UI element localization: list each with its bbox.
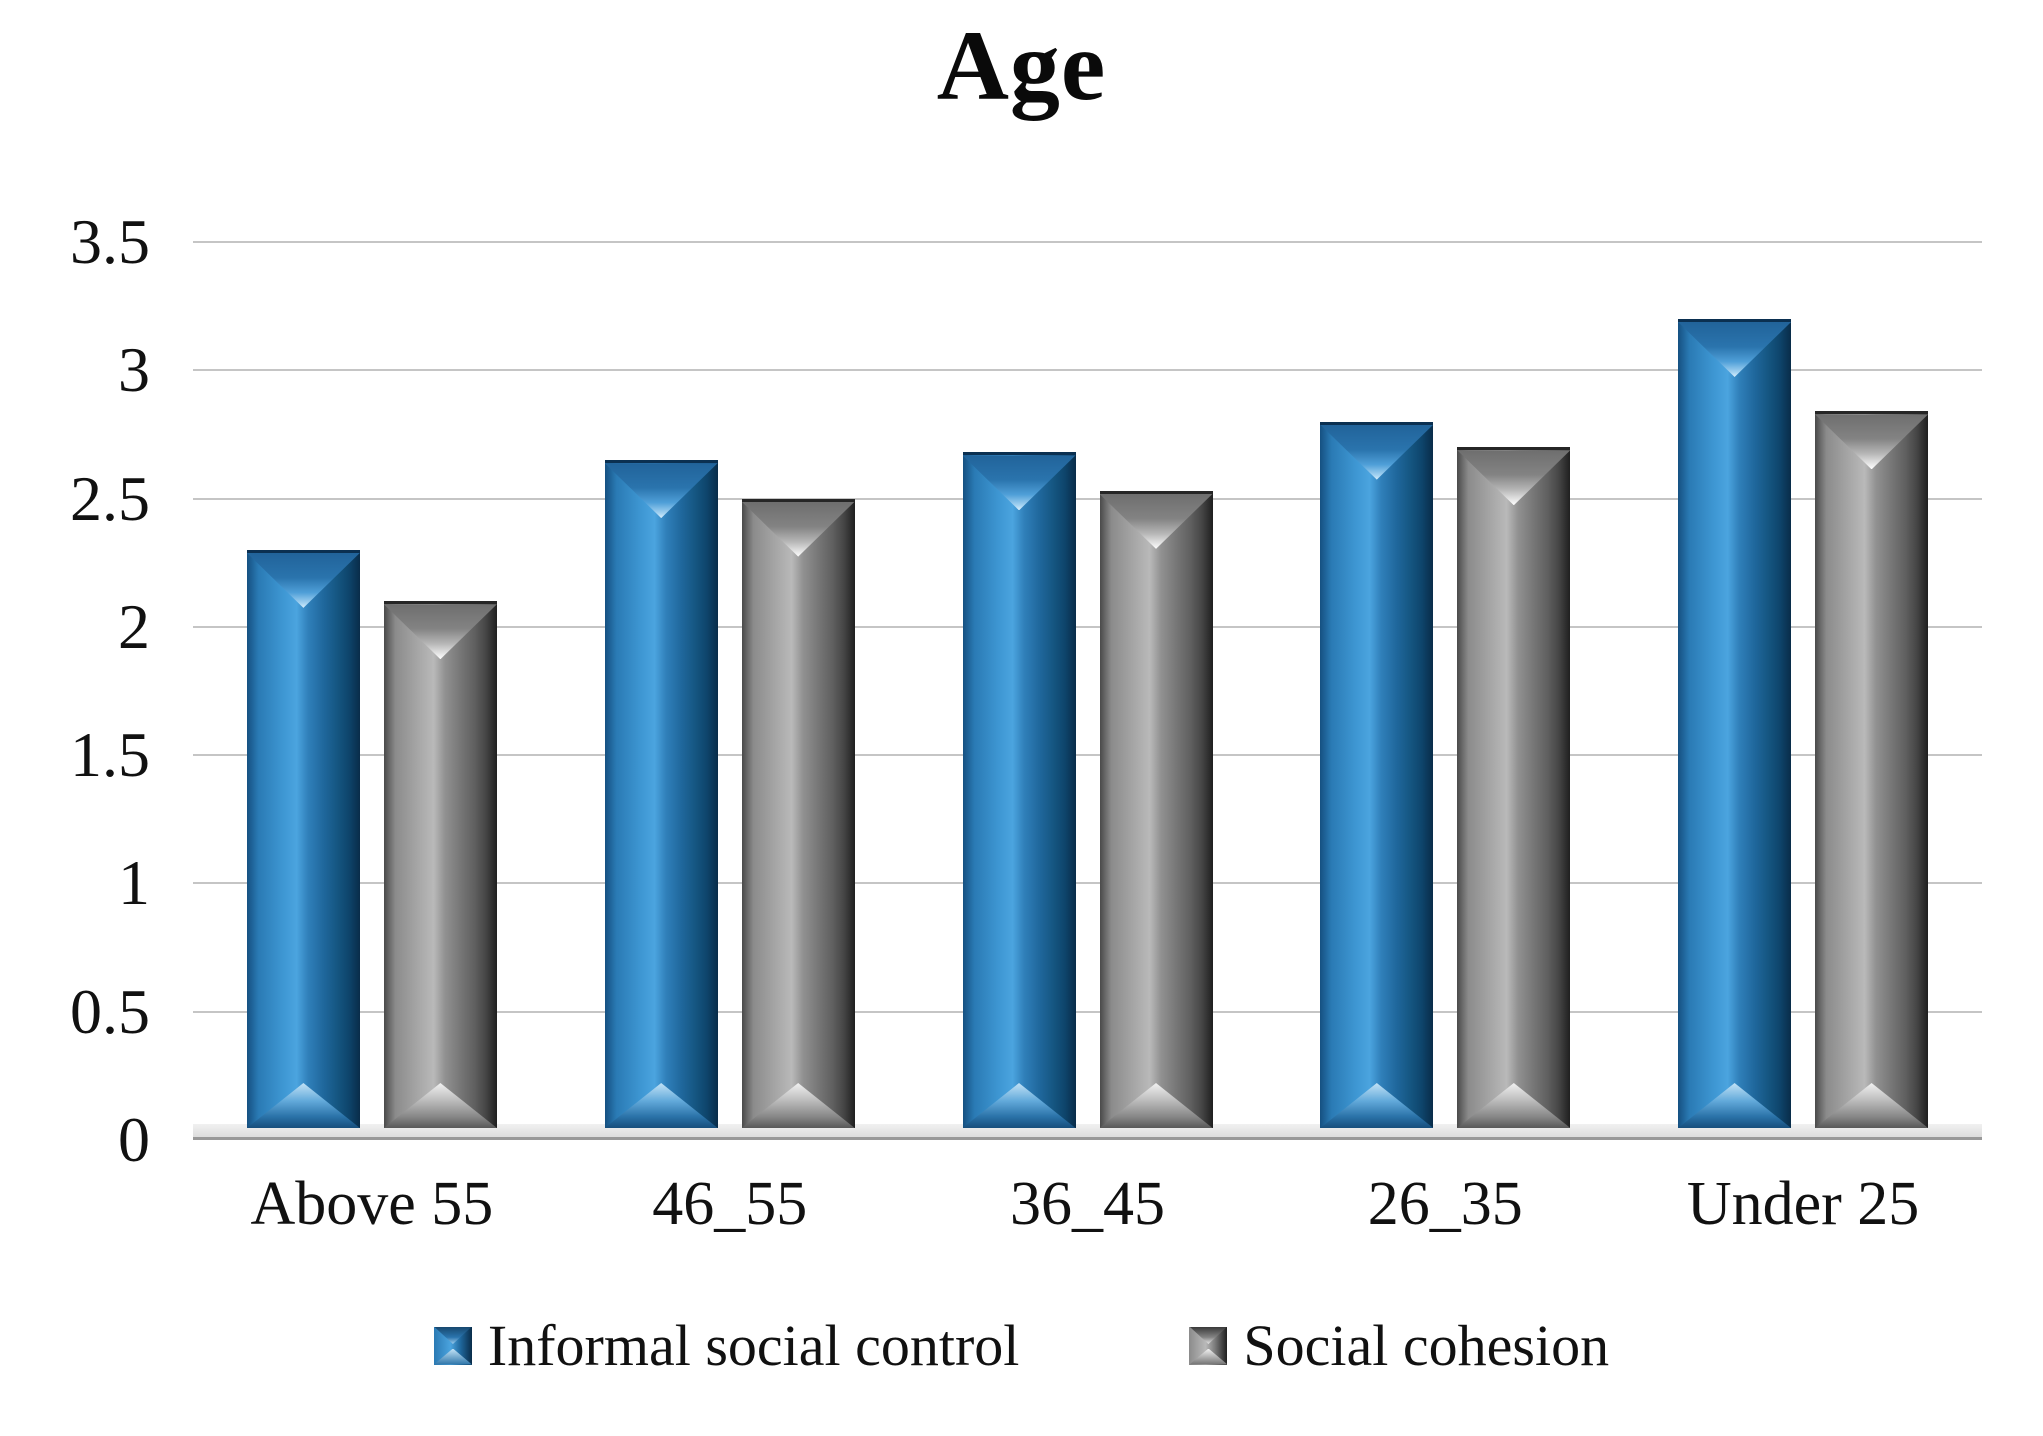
bar-top-face bbox=[1099, 493, 1213, 549]
bar-bottom-face bbox=[1457, 1082, 1571, 1128]
x-axis-label-above-55: Above 55 bbox=[250, 1170, 494, 1238]
gridline-3.5 bbox=[193, 241, 1982, 243]
x-axis-label-under-25: Under 25 bbox=[1686, 1170, 1920, 1238]
gridline-0.5 bbox=[193, 1010, 1982, 1013]
bar-bottom-face bbox=[741, 1082, 855, 1128]
bar-top-face bbox=[246, 552, 360, 608]
gridline-2.5 bbox=[193, 497, 1982, 500]
bar-bottom-face bbox=[246, 1082, 360, 1128]
bar-informal-social-control-36-45 bbox=[962, 452, 1076, 1128]
legend-label-informal-social-control: Informal social control bbox=[487, 1313, 1020, 1378]
bar-top-face bbox=[1320, 424, 1434, 480]
bar-social-cohesion-under-25 bbox=[1815, 411, 1929, 1128]
bar-top-face bbox=[604, 463, 718, 519]
legend-label-social-cohesion: Social cohesion bbox=[1243, 1313, 1610, 1378]
legend: Informal social control Social cohesion bbox=[0, 1312, 2043, 1379]
bar-top-face bbox=[741, 501, 855, 557]
bar-social-cohesion-36-45 bbox=[1099, 490, 1213, 1128]
chart-title: Age bbox=[936, 10, 1107, 121]
bar-informal-social-control-above-55 bbox=[246, 549, 360, 1128]
bar-top-face bbox=[1815, 414, 1929, 470]
y-axis-label-2: 2 bbox=[118, 590, 150, 662]
gridline-1.5 bbox=[193, 754, 1982, 757]
x-axis-label-46-55: 46_55 bbox=[652, 1170, 808, 1238]
gridline-3 bbox=[193, 369, 1982, 372]
bar-bottom-face bbox=[1815, 1082, 1929, 1128]
bar-social-cohesion-46-55 bbox=[741, 498, 855, 1128]
y-axis-label-2.5: 2.5 bbox=[70, 462, 150, 534]
gridline-2 bbox=[193, 625, 1982, 628]
bar-informal-social-control-under-25 bbox=[1678, 318, 1792, 1128]
legend-item-social-cohesion: Social cohesion bbox=[1189, 1312, 1609, 1379]
y-axis-label-3.5: 3.5 bbox=[70, 206, 150, 277]
bar-bottom-face bbox=[383, 1082, 497, 1128]
y-axis-label-1: 1 bbox=[118, 847, 150, 919]
bar-top-face bbox=[1678, 321, 1792, 377]
bar-social-cohesion-26-35 bbox=[1457, 447, 1571, 1128]
y-axis-label-0.5: 0.5 bbox=[70, 975, 150, 1047]
bar-bottom-face bbox=[1320, 1082, 1434, 1128]
bar-top-face bbox=[962, 455, 1076, 511]
y-axis-label-1.5: 1.5 bbox=[70, 719, 150, 791]
bar-social-cohesion-above-55 bbox=[383, 601, 497, 1128]
bar-bottom-face bbox=[1678, 1082, 1792, 1128]
x-axis-line bbox=[193, 1137, 1982, 1140]
bar-top-face bbox=[383, 604, 497, 660]
legend-swatch-informal-social-control-icon bbox=[433, 1326, 472, 1365]
bar-bottom-face bbox=[962, 1082, 1076, 1128]
bar-informal-social-control-26-35 bbox=[1320, 421, 1434, 1128]
x-axis-label-26-35: 26_35 bbox=[1367, 1170, 1523, 1238]
legend-item-informal-social-control: Informal social control bbox=[433, 1312, 1020, 1379]
legend-swatch-social-cohesion-icon bbox=[1189, 1326, 1228, 1365]
bar-bottom-face bbox=[604, 1082, 718, 1128]
y-axis-label-0: 0 bbox=[118, 1104, 150, 1175]
gridline-1 bbox=[193, 882, 1982, 885]
y-axis-label-3: 3 bbox=[118, 334, 150, 406]
bar-informal-social-control-46-55 bbox=[604, 460, 718, 1128]
bar-top-face bbox=[1457, 450, 1571, 506]
bar-bottom-face bbox=[1099, 1082, 1213, 1128]
x-axis-label-36-45: 36_45 bbox=[1009, 1170, 1165, 1238]
